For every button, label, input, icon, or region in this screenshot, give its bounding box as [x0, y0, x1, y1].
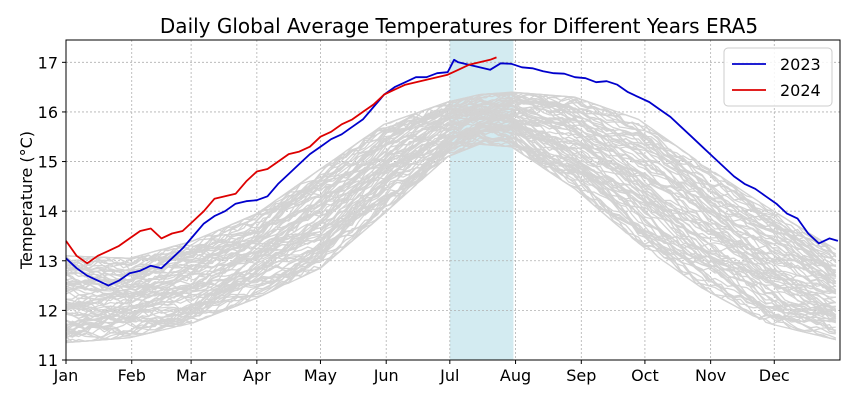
plot-area — [62, 39, 841, 364]
x-tick-label: Jul — [439, 366, 459, 385]
historical-year-line — [65, 91, 837, 270]
y-tick-label: 14 — [38, 202, 58, 221]
x-tick-label: Nov — [695, 366, 726, 385]
x-tick-label: Jan — [53, 366, 79, 385]
historical-year-line — [65, 112, 837, 298]
x-tick-label: Mar — [176, 366, 207, 385]
y-tick-label: 16 — [38, 103, 58, 122]
x-tick-label: Oct — [631, 366, 659, 385]
chart-title: Daily Global Average Temperatures for Di… — [160, 14, 758, 38]
y-axis-label: Temperature (°C) — [17, 131, 36, 270]
y-tick-label: 12 — [38, 301, 58, 320]
x-tick-label: Dec — [759, 366, 790, 385]
series-line-2024 — [65, 56, 497, 265]
y-tick-label: 11 — [38, 351, 58, 370]
historical-year-line — [65, 111, 836, 306]
x-tick-label: Sep — [566, 366, 596, 385]
y-tick-label: 17 — [38, 53, 58, 72]
historical-year-line — [65, 91, 837, 266]
historical-year-line — [65, 121, 837, 318]
x-tick-label: Feb — [118, 366, 146, 385]
historical-year-line — [65, 110, 836, 305]
x-tick-label: Aug — [500, 366, 531, 385]
historical-year-line — [65, 126, 836, 335]
historical-year-line — [65, 112, 836, 310]
historical-year-line — [65, 104, 837, 301]
x-tick-label: May — [304, 366, 337, 385]
historical-year-line — [65, 117, 836, 316]
historical-year-line — [65, 99, 837, 291]
legend: 2023 2024 — [723, 47, 833, 107]
y-tick-label: 13 — [38, 252, 58, 271]
highlight-span — [449, 40, 514, 360]
legend-box — [723, 47, 833, 107]
historical-year-line — [65, 123, 837, 320]
plot-frame — [65, 39, 841, 361]
y-tick-label: 15 — [38, 153, 58, 172]
series-line-2023 — [65, 58, 839, 287]
legend-label-2023: 2023 — [780, 55, 821, 74]
x-tick-label: Jun — [373, 366, 399, 385]
x-tick-label: Apr — [243, 366, 271, 385]
legend-label-2024: 2024 — [780, 81, 821, 100]
